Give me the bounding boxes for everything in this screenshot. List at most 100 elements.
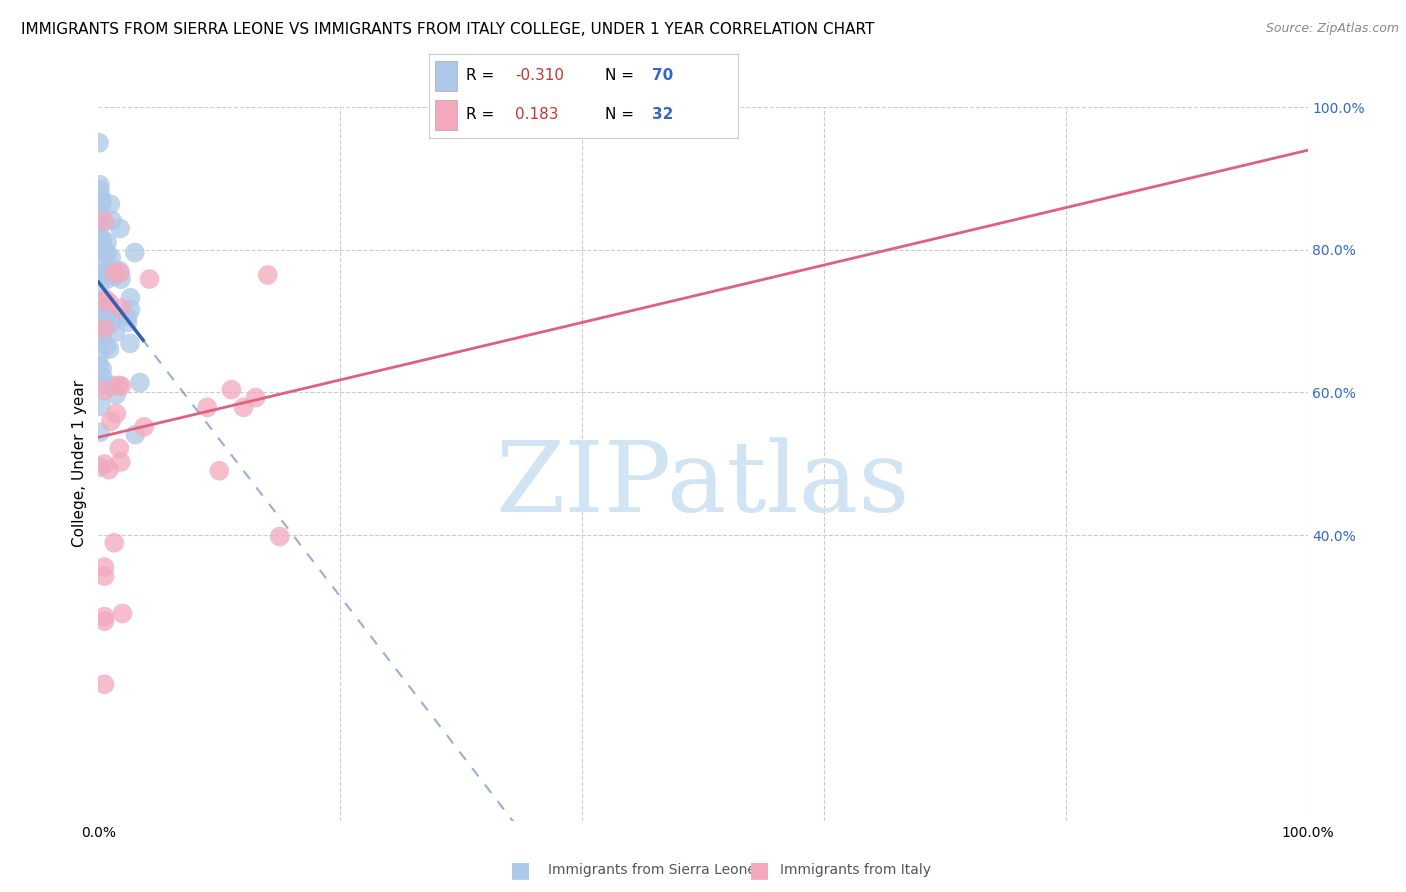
Point <box>117 315 139 329</box>
Point <box>90 379 112 393</box>
Point <box>91 195 114 210</box>
Point <box>100 317 122 331</box>
Point <box>103 266 125 280</box>
Y-axis label: College, Under 1 year: College, Under 1 year <box>72 380 87 548</box>
Point <box>110 301 132 316</box>
Point <box>89 315 111 329</box>
Point <box>105 407 128 421</box>
Point <box>103 536 125 550</box>
Text: Immigrants from Italy: Immigrants from Italy <box>780 863 931 877</box>
Point <box>90 229 112 244</box>
Point <box>256 268 278 282</box>
Point <box>90 192 112 206</box>
Bar <box>434 100 457 130</box>
Text: ZIPatlas: ZIPatlas <box>496 437 910 533</box>
Point <box>91 370 114 384</box>
Point <box>89 195 111 210</box>
Text: ■: ■ <box>510 860 530 880</box>
Point <box>101 378 124 392</box>
Point <box>120 291 142 305</box>
Point <box>104 325 127 339</box>
Point <box>87 349 110 363</box>
Point <box>89 182 111 196</box>
Point <box>208 464 231 478</box>
Point <box>93 614 115 628</box>
Text: Source: ZipAtlas.com: Source: ZipAtlas.com <box>1265 22 1399 36</box>
Point <box>110 455 132 469</box>
Point <box>90 400 112 414</box>
Text: 0.183: 0.183 <box>516 107 560 122</box>
Point <box>221 383 243 397</box>
Point <box>93 677 115 691</box>
Point <box>93 560 115 574</box>
Point <box>120 302 142 317</box>
Point <box>90 267 112 281</box>
Point <box>124 245 146 260</box>
Point <box>232 401 254 415</box>
Point <box>93 384 115 398</box>
Point <box>98 342 121 356</box>
Point <box>89 215 111 229</box>
Text: Immigrants from Sierra Leone: Immigrants from Sierra Leone <box>548 863 756 877</box>
Point <box>108 221 131 235</box>
Point <box>87 244 110 258</box>
Point <box>105 388 128 402</box>
Point <box>104 269 127 284</box>
Point <box>94 311 117 326</box>
Point <box>87 236 110 251</box>
Text: R =: R = <box>465 68 499 83</box>
Point <box>91 303 114 318</box>
Point <box>111 607 134 621</box>
Point <box>104 309 127 323</box>
Point <box>108 263 131 277</box>
Point <box>98 197 121 211</box>
Point <box>96 272 118 286</box>
Point <box>96 267 118 281</box>
Point <box>89 425 111 440</box>
Point <box>96 254 118 268</box>
Point <box>94 292 117 306</box>
Point <box>93 569 115 583</box>
Point <box>108 442 131 456</box>
Point <box>93 315 115 329</box>
Point <box>101 213 124 227</box>
Point <box>110 379 132 393</box>
Text: R =: R = <box>465 107 503 122</box>
Point <box>107 378 129 392</box>
Point <box>90 294 112 309</box>
Point <box>118 336 141 351</box>
Point <box>134 420 156 434</box>
Text: N =: N = <box>605 107 638 122</box>
Point <box>93 243 115 257</box>
Text: N =: N = <box>605 68 638 83</box>
Point <box>87 302 110 317</box>
Point <box>91 308 114 322</box>
Point <box>89 460 111 475</box>
Point <box>89 301 111 316</box>
Point <box>93 609 115 624</box>
Text: 70: 70 <box>651 68 673 83</box>
Point <box>87 268 110 283</box>
Point <box>117 310 139 324</box>
Point <box>128 376 150 390</box>
Point <box>87 279 110 293</box>
Text: ■: ■ <box>749 860 769 880</box>
Point <box>91 233 114 247</box>
Point <box>93 457 115 471</box>
Point <box>96 304 118 318</box>
Point <box>90 245 112 260</box>
Point <box>89 178 111 192</box>
Point <box>94 320 117 334</box>
Point <box>124 427 146 442</box>
Text: IMMIGRANTS FROM SIERRA LEONE VS IMMIGRANTS FROM ITALY COLLEGE, UNDER 1 YEAR CORR: IMMIGRANTS FROM SIERRA LEONE VS IMMIGRAN… <box>21 22 875 37</box>
Point <box>100 251 122 265</box>
Point <box>96 265 118 279</box>
Point <box>96 245 118 260</box>
Point <box>87 136 110 150</box>
Point <box>93 214 115 228</box>
Point <box>87 266 110 280</box>
Point <box>110 272 132 286</box>
Point <box>90 198 112 212</box>
Point <box>97 462 120 476</box>
Point <box>108 266 131 280</box>
